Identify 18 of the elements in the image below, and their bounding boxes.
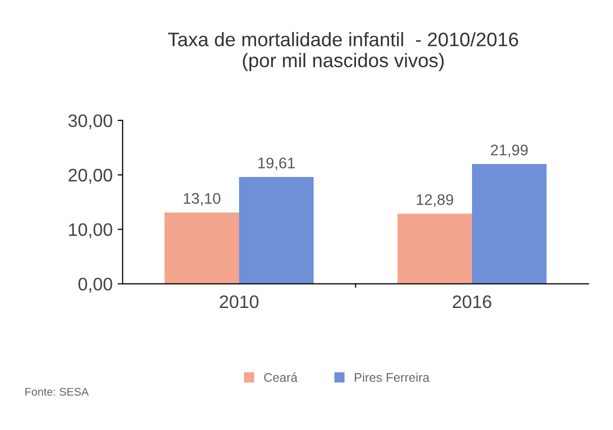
x-tick-label: 2016	[452, 295, 492, 308]
data-label: 19,61	[258, 158, 295, 170]
y-tick-label: 30,00	[68, 114, 112, 130]
legend-label: Pires Ferreira	[354, 372, 430, 382]
y-tick-label: 0,00	[78, 278, 112, 293]
chart-title: Taxa de mortalidade infantil - 2010/2016 (por mil nascidos vivos)	[168, 32, 518, 72]
data-label: 21,99	[490, 144, 528, 158]
y-tick-label: 10,00	[69, 223, 112, 238]
bar	[472, 164, 547, 284]
legend-label: Ceará	[264, 372, 298, 382]
bar	[397, 214, 472, 284]
data-label: 13,10	[184, 193, 220, 206]
bar	[239, 176, 314, 284]
y-tick-label: 20,00	[68, 168, 112, 184]
data-label: 12,89	[416, 194, 454, 207]
bar	[164, 212, 240, 284]
x-tick-label: 2010	[220, 295, 258, 308]
source-note: Fonte: SESA	[25, 388, 89, 396]
